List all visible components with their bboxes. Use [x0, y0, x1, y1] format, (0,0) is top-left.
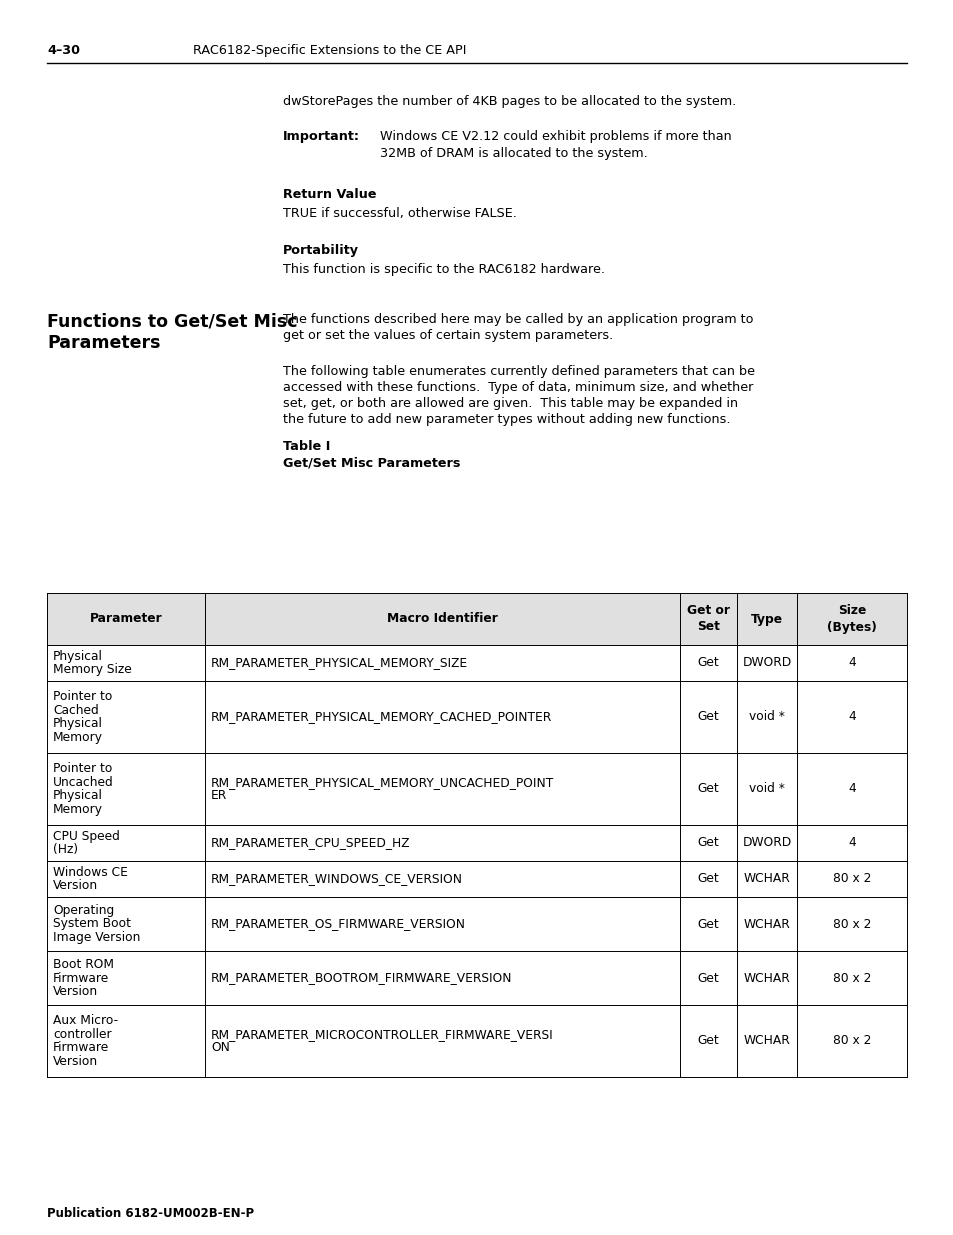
Text: WCHAR: WCHAR: [742, 1035, 789, 1047]
Text: Memory Size: Memory Size: [53, 663, 132, 677]
Text: controller: controller: [53, 1028, 112, 1041]
Text: RM_PARAMETER_PHYSICAL_MEMORY_SIZE: RM_PARAMETER_PHYSICAL_MEMORY_SIZE: [211, 657, 468, 669]
Text: Get: Get: [697, 972, 719, 984]
Text: The functions described here may be called by an application program to: The functions described here may be call…: [283, 312, 753, 326]
Text: Macro Identifier: Macro Identifier: [387, 613, 497, 625]
Text: Type: Type: [750, 613, 782, 625]
Text: Firmware: Firmware: [53, 1041, 110, 1055]
Text: Get: Get: [697, 836, 719, 850]
Text: RM_PARAMETER_MICROCONTROLLER_FIRMWARE_VERSI: RM_PARAMETER_MICROCONTROLLER_FIRMWARE_VE…: [211, 1028, 553, 1041]
Text: Set: Set: [697, 620, 720, 634]
Text: Physical: Physical: [53, 789, 103, 803]
Text: 4: 4: [847, 836, 855, 850]
Text: Get: Get: [697, 783, 719, 795]
Text: Get: Get: [697, 1035, 719, 1047]
Text: Get: Get: [697, 918, 719, 930]
Text: Physical: Physical: [53, 718, 103, 730]
Text: Windows CE: Windows CE: [53, 866, 128, 879]
Text: Get: Get: [697, 657, 719, 669]
Text: Version: Version: [53, 986, 98, 998]
Text: WCHAR: WCHAR: [742, 872, 789, 885]
Text: RAC6182-Specific Extensions to the CE API: RAC6182-Specific Extensions to the CE AP…: [193, 44, 466, 57]
Text: Size: Size: [837, 604, 865, 618]
Text: Return Value: Return Value: [283, 188, 376, 201]
Text: void *: void *: [748, 710, 784, 724]
Text: Important:: Important:: [283, 130, 359, 143]
Text: the future to add new parameter types without adding new functions.: the future to add new parameter types wi…: [283, 412, 730, 426]
Text: Boot ROM: Boot ROM: [53, 958, 113, 971]
Text: Physical: Physical: [53, 650, 103, 663]
Text: 80 x 2: 80 x 2: [832, 918, 870, 930]
Text: Functions to Get/Set Misc: Functions to Get/Set Misc: [47, 312, 297, 331]
Text: DWORD: DWORD: [741, 836, 791, 850]
Text: Get/Set Misc Parameters: Get/Set Misc Parameters: [283, 457, 460, 471]
Text: Pointer to: Pointer to: [53, 690, 112, 703]
Text: Version: Version: [53, 879, 98, 892]
Text: ER: ER: [211, 789, 227, 803]
Text: 4: 4: [847, 783, 855, 795]
Text: 80 x 2: 80 x 2: [832, 1035, 870, 1047]
Text: void *: void *: [748, 783, 784, 795]
Text: Operating: Operating: [53, 904, 114, 918]
Text: 4: 4: [847, 657, 855, 669]
Text: The following table enumerates currently defined parameters that can be: The following table enumerates currently…: [283, 366, 754, 378]
Text: Aux Micro-: Aux Micro-: [53, 1014, 118, 1028]
Text: Memory: Memory: [53, 803, 103, 816]
Text: Windows CE V2.12 could exhibit problems if more than: Windows CE V2.12 could exhibit problems …: [379, 130, 731, 143]
Text: 4: 4: [847, 710, 855, 724]
Text: 80 x 2: 80 x 2: [832, 972, 870, 984]
Text: Parameter: Parameter: [90, 613, 162, 625]
Text: Portability: Portability: [283, 245, 358, 257]
Text: dwStorePages the number of 4KB pages to be allocated to the system.: dwStorePages the number of 4KB pages to …: [283, 95, 736, 107]
Text: RM_PARAMETER_CPU_SPEED_HZ: RM_PARAMETER_CPU_SPEED_HZ: [211, 836, 410, 850]
Text: Get: Get: [697, 872, 719, 885]
Bar: [47, 593, 906, 645]
Text: WCHAR: WCHAR: [742, 972, 789, 984]
Text: WCHAR: WCHAR: [742, 918, 789, 930]
Text: Publication 6182-UM002B-EN-P: Publication 6182-UM002B-EN-P: [47, 1207, 253, 1220]
Text: Pointer to: Pointer to: [53, 762, 112, 776]
Text: 4–30: 4–30: [47, 44, 80, 57]
Text: 80 x 2: 80 x 2: [832, 872, 870, 885]
Text: Get: Get: [697, 710, 719, 724]
Text: get or set the values of certain system parameters.: get or set the values of certain system …: [283, 329, 613, 342]
Text: This function is specific to the RAC6182 hardware.: This function is specific to the RAC6182…: [283, 263, 604, 275]
Text: (Hz): (Hz): [53, 844, 78, 856]
Text: Get or: Get or: [686, 604, 729, 618]
Text: Uncached: Uncached: [53, 776, 113, 789]
Text: Firmware: Firmware: [53, 972, 110, 984]
Text: Parameters: Parameters: [47, 333, 160, 352]
Text: RM_PARAMETER_PHYSICAL_MEMORY_UNCACHED_POINT: RM_PARAMETER_PHYSICAL_MEMORY_UNCACHED_PO…: [211, 776, 554, 789]
Text: (Bytes): (Bytes): [826, 620, 876, 634]
Text: CPU Speed: CPU Speed: [53, 830, 120, 842]
Text: RM_PARAMETER_WINDOWS_CE_VERSION: RM_PARAMETER_WINDOWS_CE_VERSION: [211, 872, 462, 885]
Text: ON: ON: [211, 1041, 230, 1055]
Text: System Boot: System Boot: [53, 918, 131, 930]
Text: set, get, or both are allowed are given.  This table may be expanded in: set, get, or both are allowed are given.…: [283, 396, 738, 410]
Text: accessed with these functions.  Type of data, minimum size, and whether: accessed with these functions. Type of d…: [283, 382, 753, 394]
Text: Version: Version: [53, 1055, 98, 1068]
Text: RM_PARAMETER_BOOTROM_FIRMWARE_VERSION: RM_PARAMETER_BOOTROM_FIRMWARE_VERSION: [211, 972, 512, 984]
Text: 32MB of DRAM is allocated to the system.: 32MB of DRAM is allocated to the system.: [379, 147, 647, 161]
Text: DWORD: DWORD: [741, 657, 791, 669]
Text: Cached: Cached: [53, 704, 99, 716]
Text: RM_PARAMETER_PHYSICAL_MEMORY_CACHED_POINTER: RM_PARAMETER_PHYSICAL_MEMORY_CACHED_POIN…: [211, 710, 552, 724]
Text: Table I: Table I: [283, 440, 330, 453]
Text: Image Version: Image Version: [53, 931, 140, 944]
Text: RM_PARAMETER_OS_FIRMWARE_VERSION: RM_PARAMETER_OS_FIRMWARE_VERSION: [211, 918, 465, 930]
Text: Memory: Memory: [53, 731, 103, 743]
Text: TRUE if successful, otherwise FALSE.: TRUE if successful, otherwise FALSE.: [283, 207, 517, 220]
